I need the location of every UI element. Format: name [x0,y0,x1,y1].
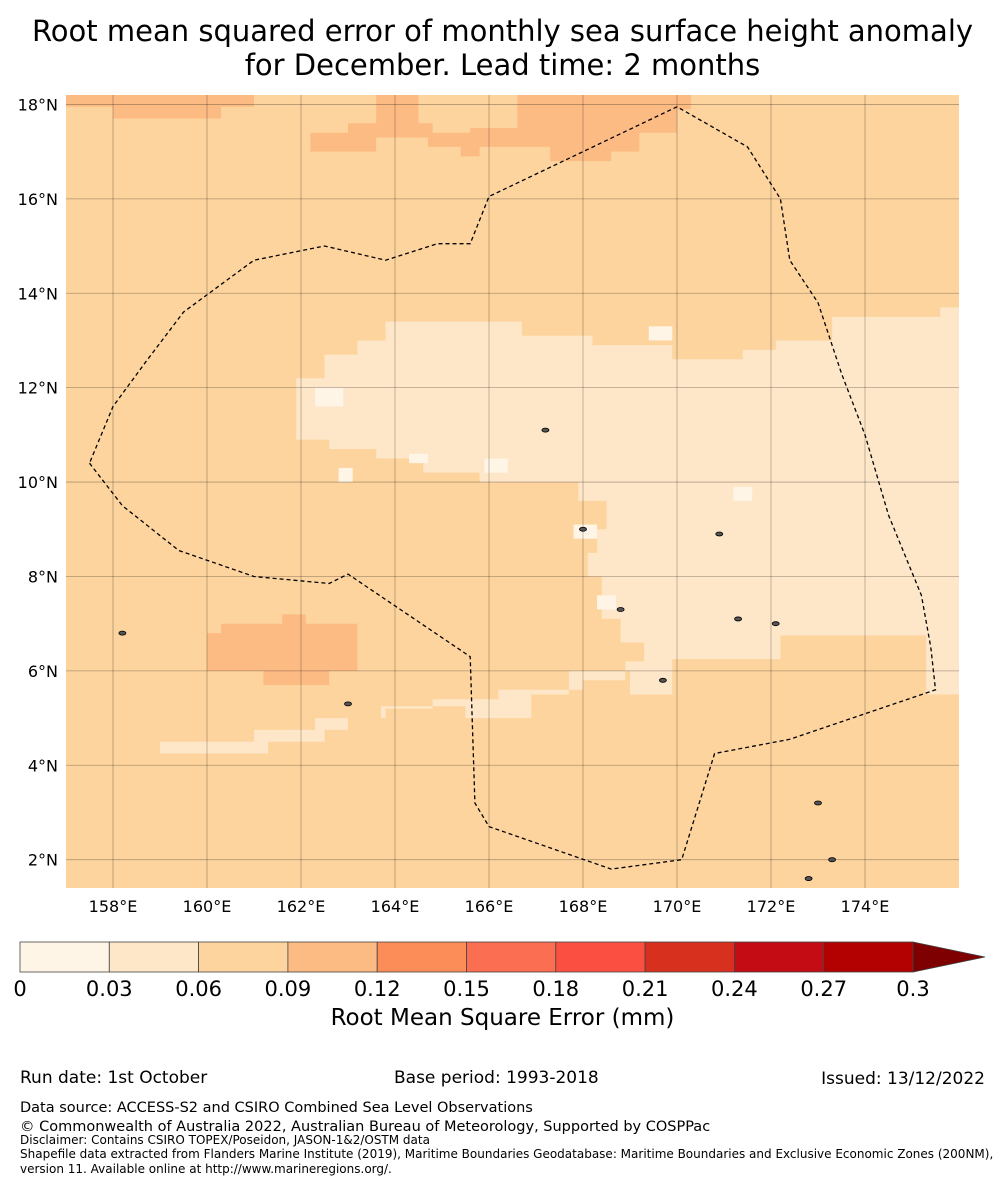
colorbar-extend-arrow [912,941,986,973]
island-1 [344,701,352,707]
title-line-2: for December. Lead time: 2 months [244,48,761,82]
colorbar-swatch-3 [287,941,378,973]
colorbar-tick-label: 0.06 [175,977,222,1001]
colorbar-tick-label: 0.18 [532,977,579,1001]
colorbar-tick-label: 0.24 [711,977,758,1001]
map-plot-area [66,95,959,888]
colorbar-tick-label: 0.03 [86,977,133,1001]
island-10 [715,531,724,537]
rmse-region-2 [310,95,692,162]
rmse-speckle-0 [648,326,673,341]
shapefile-credit: Shapefile data extracted from Flanders M… [20,1147,994,1176]
rmse-speckle-6 [409,453,428,464]
colorbar-title: Root Mean Square Error (mm) [330,1005,675,1031]
colorbar-tick-label: 0 [13,977,26,1001]
lon-tick-label: 158°E [89,897,138,916]
colorbar-swatch-5 [466,941,557,973]
island-3 [734,616,742,622]
rmse-speckle-7 [338,467,353,483]
base-period: Base period: 1993-2018 [394,1068,599,1088]
lat-tick-label: 8°N [28,567,58,586]
colorbar-tick-label: 0.27 [800,977,847,1001]
island-11 [804,876,813,881]
lat-tick-label: 2°N [28,851,58,870]
colorbar-swatch-8 [734,941,825,973]
map-axes: 158°E 160°E 162°E 164°E 166°E 168°E 170°E 172°E… [18,95,890,916]
colorbar-tick-label: 0.15 [443,977,490,1001]
lon-tick-label: 162°E [277,897,326,916]
title-line-1: Root mean squared error of monthly sea s… [31,14,974,48]
lon-tick-label: 166°E [465,897,514,916]
island-5 [814,800,822,806]
lat-tick-label: 16°N [18,190,58,209]
colorbar-swatch-0 [19,941,110,973]
rmse-speckle-3 [733,486,753,501]
rmse-region-0 [66,307,959,754]
lon-tick-label: 172°E [747,897,796,916]
issued-date: Issued: 13/12/2022 [821,1069,985,1089]
copyright: © Commonwealth of Australia 2022, Austra… [20,1119,711,1135]
lat-tick-label: 6°N [28,662,58,681]
lon-tick-label: 160°E [183,897,232,916]
colorbar-swatch-9 [823,941,914,973]
island-8 [579,526,587,532]
lat-tick-label: 10°N [18,473,58,492]
island-2 [616,607,625,612]
lon-tick-label: 164°E [371,897,420,916]
island-6 [828,857,836,863]
colorbar-tick-label: 0.3 [896,977,929,1001]
colorbar: 0 0.03 0.06 0.09 0.12 0.15 0.18 0.21 0.24 0.27 0.3 [13,941,986,1001]
lon-tick-label: 168°E [559,897,608,916]
rmse-region-1 [66,95,254,119]
eez-boundary [88,106,937,870]
lat-tick-label: 12°N [18,379,58,398]
island-9 [541,427,550,433]
colorbar-swatch-4 [376,941,467,973]
colorbar-swatch-6 [555,941,646,973]
colorbar-swatch-1 [108,941,200,973]
island-0 [118,630,127,636]
colorbar-tick-label: 0.12 [354,977,401,1001]
island-7 [659,677,667,683]
rmse-speckle-4 [597,595,616,610]
rmse-speckle-1 [315,387,344,407]
lat-tick-label: 18°N [18,95,58,114]
rmse-speckle-5 [573,524,598,539]
map-title: Root mean squared error of monthly sea s… [0,14,1005,82]
rmse-speckle-2 [484,458,508,473]
lat-tick-label: 4°N [28,756,58,775]
colorbar-tick-label: 0.09 [265,977,312,1001]
colorbar-swatch-2 [198,941,289,973]
colorbar-tick-label: 0.21 [622,977,669,1001]
disclaimer: Disclaimer: Contains CSIRO TOPEX/Poseido… [20,1133,430,1147]
rmse-region-3 [207,614,358,685]
colorbar-swatch-7 [644,941,735,973]
lon-tick-label: 174°E [841,897,890,916]
lat-tick-label: 14°N [18,284,58,303]
run-date: Run date: 1st October [20,1068,208,1088]
lon-tick-label: 170°E [653,897,702,916]
data-source: Data source: ACCESS-S2 and CSIRO Combine… [20,1100,533,1116]
island-4 [771,621,780,627]
